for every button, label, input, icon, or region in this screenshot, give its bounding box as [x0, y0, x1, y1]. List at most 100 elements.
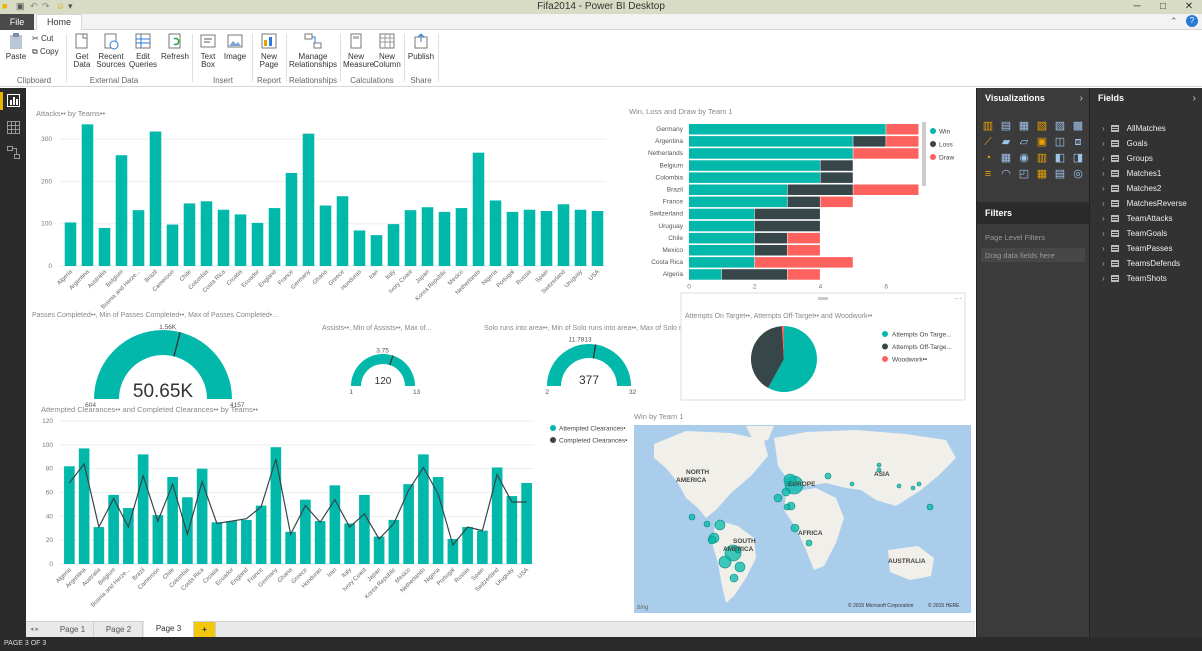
map-bubble[interactable]: [773, 493, 783, 503]
field-table-item[interactable]: › Groups: [1102, 154, 1153, 163]
expand-chevron-icon[interactable]: ›: [1102, 259, 1105, 268]
assists-gauge-arc[interactable]: [351, 354, 415, 386]
wld-bar-segment[interactable]: [689, 232, 755, 244]
clearance-bar[interactable]: [211, 522, 223, 564]
map-bubble[interactable]: [876, 462, 882, 468]
qat-customize-icon[interactable]: ▾: [68, 1, 73, 11]
solo-gauge-arc[interactable]: [547, 344, 631, 386]
minimize-icon[interactable]: ─: [1133, 1, 1141, 12]
expand-chevron-icon[interactable]: ›: [1102, 169, 1105, 178]
clearance-bar[interactable]: [403, 484, 414, 564]
attacks-bar[interactable]: [183, 203, 196, 266]
completed-clearances-line[interactable]: [68, 458, 527, 547]
clearance-bar[interactable]: [373, 536, 385, 564]
wld-bar-segment[interactable]: [754, 257, 853, 268]
wld-bar-segment[interactable]: [787, 196, 820, 208]
tab-page-3[interactable]: Page 3: [144, 621, 194, 638]
clearance-bar[interactable]: [182, 497, 193, 564]
collapse-fields-pane-icon[interactable]: ›: [1192, 93, 1196, 104]
clearances-chart[interactable]: Attempted Clearances•• and Completed Cle…: [41, 405, 628, 609]
clearance-bar[interactable]: [462, 527, 473, 564]
wld-bar-segment[interactable]: [820, 172, 853, 183]
wld-bar-segment[interactable]: [689, 124, 886, 135]
attacks-bar[interactable]: [251, 222, 264, 266]
slicer-icon[interactable]: ▤: [1054, 168, 1066, 180]
expand-chevron-icon[interactable]: ›: [1102, 214, 1105, 223]
attacks-bar[interactable]: [574, 209, 587, 266]
attacks-bar[interactable]: [200, 201, 213, 266]
clearance-bar[interactable]: [359, 494, 370, 564]
expand-chevron-icon[interactable]: ›: [1102, 199, 1105, 208]
manage-relationships-button[interactable]: Manage Relationships: [288, 32, 338, 69]
field-table-item[interactable]: › Goals: [1102, 139, 1148, 148]
clearance-bar[interactable]: [329, 485, 341, 564]
attacks-bar[interactable]: [472, 152, 485, 266]
clearance-bar[interactable]: [167, 477, 178, 564]
stacked-bar-icon[interactable]: ▥: [982, 120, 994, 132]
wld-bar-segment[interactable]: [820, 160, 853, 171]
maximize-icon[interactable]: □: [1159, 1, 1167, 12]
text-box-button[interactable]: Text Box: [196, 32, 220, 69]
data-view-icon[interactable]: [7, 121, 20, 134]
attacks-bar[interactable]: [81, 124, 94, 266]
100-column-icon[interactable]: ▩: [1072, 120, 1084, 132]
map-bubble[interactable]: [783, 503, 791, 511]
clearance-bar[interactable]: [123, 507, 134, 564]
wld-bar-segment[interactable]: [689, 245, 755, 256]
field-table-item[interactable]: › TeamShots: [1102, 274, 1167, 283]
tab-home[interactable]: Home: [36, 14, 82, 31]
wld-bar-segment[interactable]: [886, 124, 919, 135]
map-bubble[interactable]: [729, 573, 739, 583]
clearance-bar[interactable]: [93, 527, 105, 564]
relationships-view-icon[interactable]: [7, 146, 20, 159]
field-table-item[interactable]: › TeamAttacks: [1102, 214, 1172, 223]
wld-bar-segment[interactable]: [689, 172, 820, 183]
attacks-bar[interactable]: [438, 211, 451, 266]
multi-row-card-icon[interactable]: ▦: [1036, 168, 1048, 180]
new-page-button[interactable]: New Page: [254, 32, 284, 69]
attacks-bar[interactable]: [132, 210, 145, 266]
clearance-bar[interactable]: [152, 515, 164, 564]
attacks-bar[interactable]: [285, 172, 298, 266]
clustered-bar-icon[interactable]: ▦: [1018, 120, 1030, 132]
waterfall-icon[interactable]: ⧈: [1074, 136, 1082, 148]
wld-bar-segment[interactable]: [689, 257, 755, 268]
paste-button[interactable]: Paste: [4, 32, 28, 61]
wld-bar-segment[interactable]: [689, 220, 755, 232]
wld-bar-segment[interactable]: [853, 148, 919, 159]
map-bubble[interactable]: [707, 535, 717, 545]
expand-chevron-icon[interactable]: ›: [1102, 244, 1105, 253]
map-bubble[interactable]: [876, 467, 882, 473]
clearance-bar[interactable]: [491, 467, 503, 564]
attacks-bar[interactable]: [115, 155, 128, 266]
clearance-bar[interactable]: [521, 482, 532, 564]
pie-drag-handle[interactable]: [818, 297, 828, 300]
pie-more-options-icon[interactable]: ···: [954, 294, 962, 303]
copy-button[interactable]: ⧉ Copy: [32, 47, 59, 57]
clearance-bar[interactable]: [226, 521, 237, 564]
attacks-bar[interactable]: [506, 211, 519, 266]
clearance-bar[interactable]: [78, 448, 90, 564]
map-bubble[interactable]: [849, 481, 855, 487]
field-table-item[interactable]: › TeamGoals: [1102, 229, 1167, 238]
map-bubble[interactable]: [896, 483, 902, 489]
tab-file[interactable]: File: [0, 14, 34, 30]
wld-bar-segment[interactable]: [689, 160, 820, 171]
card-icon[interactable]: ◰: [1018, 168, 1030, 180]
map-bubble[interactable]: [734, 561, 746, 573]
wld-bar-segment[interactable]: [754, 208, 820, 220]
clearance-bar[interactable]: [418, 454, 429, 564]
attacks-bar[interactable]: [370, 235, 383, 266]
attacks-bar[interactable]: [591, 211, 604, 266]
line-clustered-icon[interactable]: ◫: [1054, 136, 1066, 148]
map-bubble[interactable]: [916, 481, 922, 487]
wld-bar-segment[interactable]: [721, 269, 788, 280]
clearance-bar[interactable]: [255, 505, 267, 564]
area-chart-icon[interactable]: ▰: [1001, 136, 1011, 148]
clustered-column-icon[interactable]: ▧: [1036, 120, 1048, 132]
wld-bar-segment[interactable]: [754, 232, 788, 244]
passes-gauge-arc[interactable]: [94, 330, 232, 399]
wld-scrollbar[interactable]: [922, 122, 926, 186]
donut-icon[interactable]: ◎: [1073, 168, 1083, 180]
